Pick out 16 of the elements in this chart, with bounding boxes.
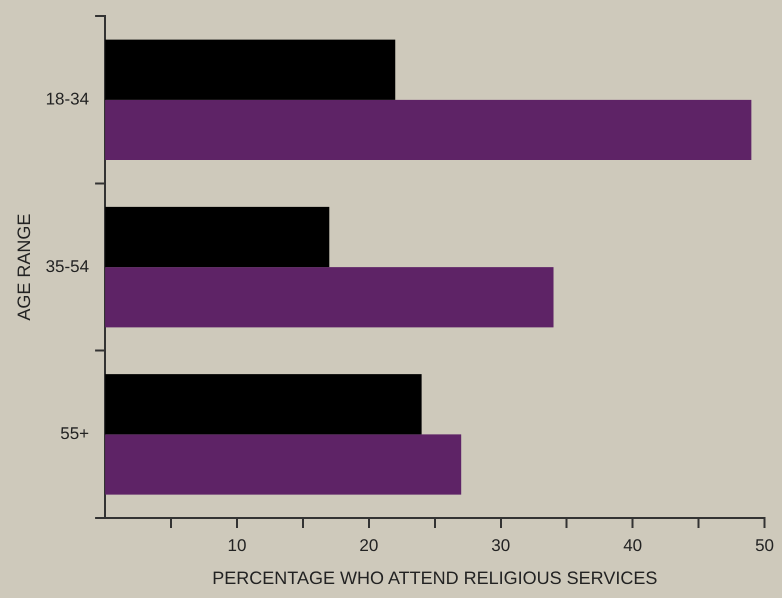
- x-tick-label: 40: [623, 536, 642, 555]
- x-tick-label: 50: [755, 536, 774, 555]
- x-tick-label: 10: [228, 536, 246, 555]
- bar: [105, 267, 554, 328]
- x-tick-label: 30: [491, 536, 510, 555]
- y-tick-label: 55+: [60, 424, 90, 444]
- y-tick-label: 18-34: [46, 90, 90, 109]
- x-axis-title: PERCENTAGE WHO ATTEND RELIGIOUS SERVICES: [212, 568, 658, 588]
- bar: [105, 40, 396, 100]
- y-axis-title: AGE RANGE: [14, 214, 34, 321]
- bar: [105, 100, 752, 160]
- y-tick-label: 35-54: [46, 256, 90, 276]
- bar: [105, 374, 422, 434]
- bar: [105, 206, 330, 268]
- x-tick-label: 20: [359, 536, 378, 555]
- bar: [105, 434, 462, 495]
